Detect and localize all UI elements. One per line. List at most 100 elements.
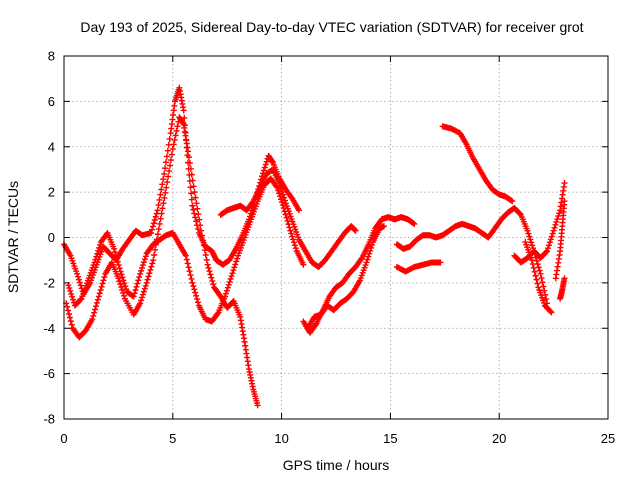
data-point bbox=[93, 253, 100, 260]
data-point bbox=[188, 190, 195, 197]
x-tick-label: 15 bbox=[383, 431, 397, 446]
data-point bbox=[154, 231, 161, 238]
data-point bbox=[550, 227, 557, 234]
data-point bbox=[98, 283, 105, 290]
data-point bbox=[230, 267, 237, 274]
data-point bbox=[540, 283, 547, 290]
data-point bbox=[141, 256, 148, 263]
data-point bbox=[200, 242, 207, 249]
axis-ticks: -8 -6 -4 -2 0 2 4 6 8 0 5 10 15 20 25 bbox=[43, 49, 615, 447]
data-point bbox=[94, 296, 101, 303]
data-point bbox=[65, 307, 72, 314]
data-point bbox=[115, 275, 122, 282]
data-point bbox=[97, 241, 104, 248]
data-point bbox=[548, 233, 555, 240]
data-point bbox=[537, 270, 544, 277]
data-point bbox=[146, 270, 153, 277]
data-point bbox=[210, 281, 217, 288]
x-axis-label: GPS time / hours bbox=[283, 457, 390, 473]
data-point bbox=[290, 236, 297, 243]
data-point bbox=[150, 257, 157, 264]
data-point bbox=[277, 182, 284, 189]
data-point bbox=[279, 202, 286, 209]
data-point bbox=[192, 289, 199, 296]
data-point bbox=[190, 183, 197, 190]
data-point bbox=[173, 127, 180, 134]
data-point bbox=[186, 268, 193, 275]
data-point bbox=[167, 157, 174, 164]
data-point bbox=[138, 297, 145, 304]
data-point bbox=[205, 264, 212, 271]
data-point bbox=[277, 193, 284, 200]
data-point bbox=[204, 261, 211, 268]
data-point bbox=[184, 260, 191, 267]
data-point bbox=[528, 239, 535, 246]
data-point bbox=[76, 279, 83, 286]
data-point bbox=[534, 280, 541, 287]
data-point bbox=[156, 196, 163, 203]
data-point bbox=[149, 260, 156, 267]
data-point bbox=[119, 274, 126, 281]
data-point bbox=[152, 213, 159, 220]
data-point bbox=[163, 184, 170, 191]
data-point bbox=[296, 207, 303, 214]
data-point bbox=[137, 270, 144, 277]
data-point bbox=[118, 271, 125, 278]
data-point bbox=[74, 273, 81, 280]
series-track-12 bbox=[552, 198, 568, 282]
data-point bbox=[262, 161, 269, 168]
y-tick-label: 6 bbox=[48, 94, 55, 109]
data-point bbox=[206, 268, 213, 275]
data-point bbox=[161, 194, 168, 201]
data-point bbox=[276, 190, 283, 197]
data-point bbox=[161, 170, 168, 177]
data-point bbox=[134, 280, 141, 287]
data-point bbox=[545, 245, 552, 252]
data-point bbox=[149, 223, 156, 230]
data-point bbox=[191, 189, 198, 196]
data-point bbox=[228, 273, 235, 280]
data-point bbox=[155, 226, 162, 233]
data-point bbox=[368, 244, 375, 251]
data-point bbox=[130, 293, 137, 300]
data-point bbox=[214, 310, 221, 317]
data-point bbox=[131, 290, 138, 297]
x-tick-label: 0 bbox=[60, 431, 67, 446]
data-point bbox=[190, 206, 197, 213]
data-point bbox=[543, 249, 550, 256]
data-point bbox=[300, 261, 307, 268]
data-point bbox=[274, 184, 281, 191]
data-point bbox=[138, 267, 145, 274]
y-tick-label: 8 bbox=[48, 49, 55, 64]
data-point bbox=[137, 300, 144, 307]
data-point bbox=[159, 181, 166, 188]
data-point bbox=[171, 136, 178, 143]
data-point bbox=[70, 296, 77, 303]
data-point bbox=[157, 191, 164, 198]
data-point bbox=[277, 196, 284, 203]
y-tick-label: -8 bbox=[43, 412, 55, 427]
data-point bbox=[287, 227, 294, 234]
data-point bbox=[209, 277, 216, 284]
data-point bbox=[189, 177, 196, 184]
data-point bbox=[278, 199, 285, 206]
data-point bbox=[115, 262, 122, 269]
data-point bbox=[548, 309, 555, 316]
data-point bbox=[222, 290, 229, 297]
data-point bbox=[166, 135, 173, 142]
data-point bbox=[527, 236, 534, 243]
data-point bbox=[152, 246, 159, 253]
data-point bbox=[158, 210, 165, 217]
data-point bbox=[120, 292, 127, 299]
data-point bbox=[75, 276, 82, 283]
data-point bbox=[187, 272, 194, 279]
data-point bbox=[369, 241, 376, 248]
data-point bbox=[182, 252, 189, 259]
data-point bbox=[172, 132, 179, 139]
data-point bbox=[532, 272, 539, 279]
data-point bbox=[132, 287, 139, 294]
x-tick-label: 5 bbox=[169, 431, 176, 446]
data-point bbox=[160, 176, 167, 183]
data-point bbox=[276, 180, 283, 187]
